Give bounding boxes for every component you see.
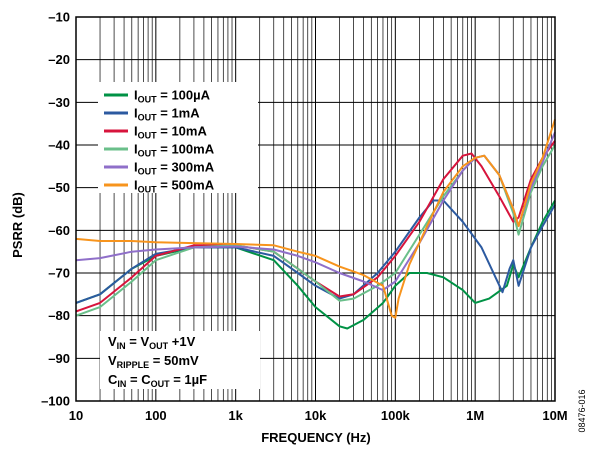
- plot-lines: [75, 119, 556, 330]
- x-tick-label: 100: [145, 408, 167, 423]
- y-tick-label: –40: [48, 138, 70, 153]
- legend-label-5: IOUT = 500mA: [134, 178, 215, 195]
- x-tick-label: 1k: [228, 408, 243, 423]
- legend-label-4: IOUT = 300mA: [134, 160, 215, 177]
- condition-0: VIN = VOUT +1V: [108, 334, 196, 351]
- test-conditions: VIN = VOUT +1V VRIPPLE = 50mV CIN = COUT =…: [108, 334, 207, 389]
- y-tick-labels: –10 –20 –30 –40 –50 –60 –70 –80 –90 –100: [41, 10, 70, 409]
- series-line-5: [75, 119, 556, 319]
- legend-label-0: IOUT = 100µA: [134, 88, 211, 105]
- x-tick-label: 1M: [466, 408, 484, 423]
- series-line-3: [75, 144, 556, 317]
- x-tick-labels: 10 100 1k 10k 100k 1M 10M: [69, 408, 568, 423]
- x-tick-label: 10: [69, 408, 83, 423]
- y-tick-label: –90: [48, 351, 70, 366]
- y-tick-label: –50: [48, 180, 70, 195]
- legend-label-3: IOUT = 100mA: [134, 142, 215, 159]
- y-axis-title: PSRR (dB): [10, 192, 25, 258]
- x-tick-label: 10k: [305, 408, 327, 423]
- legend-label-1: IOUT = 1mA: [134, 106, 200, 123]
- legend-label-2: IOUT = 10mA: [134, 124, 207, 141]
- y-tick-label: –70: [48, 266, 70, 281]
- condition-1: VRIPPLE = 50mV: [108, 353, 199, 370]
- y-tick-label: –100: [41, 394, 70, 409]
- conditions-box: [100, 331, 260, 389]
- figure-id: 08476-016: [577, 389, 587, 432]
- x-axis-title: FREQUENCY (Hz): [261, 430, 371, 445]
- condition-2: CIN = COUT = 1µF: [108, 372, 207, 389]
- y-tick-label: –30: [48, 95, 70, 110]
- y-tick-label: –80: [48, 308, 70, 323]
- y-tick-label: –10: [48, 10, 70, 25]
- y-tick-label: –60: [48, 223, 70, 238]
- y-tick-label: –20: [48, 52, 70, 67]
- legend-box: [98, 82, 258, 193]
- x-tick-label: 100k: [381, 408, 411, 423]
- plot-frame: [75, 16, 556, 402]
- x-tick-label: 10M: [542, 408, 567, 423]
